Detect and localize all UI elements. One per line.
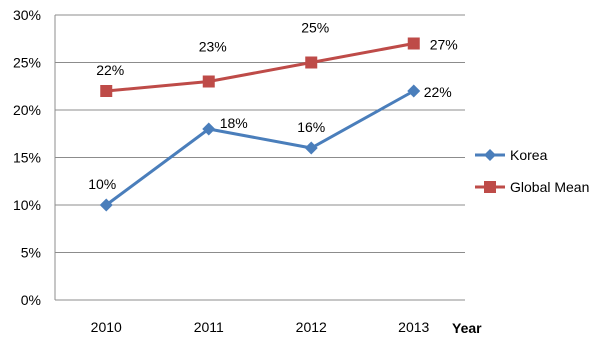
y-tick-label: 30% <box>13 7 41 23</box>
data-label: 22% <box>96 62 124 78</box>
gridlines <box>55 14 465 301</box>
x-tick-label: 2010 <box>91 319 122 335</box>
data-label: 25% <box>301 20 329 36</box>
legend-label: Korea <box>510 147 548 163</box>
y-tick-label: 25% <box>13 55 41 71</box>
x-tick-label: 2012 <box>296 319 327 335</box>
legend-item-global-mean: Global Mean <box>475 179 589 195</box>
y-axis: 0% 5% 10% 15% 20% 25% 30% <box>13 7 56 308</box>
legend-label: Global Mean <box>510 179 589 195</box>
data-point <box>407 37 420 50</box>
series-group: 10% 18% 16% 22% 22% 23% 25% 27% <box>88 20 458 212</box>
data-point <box>304 141 318 155</box>
legend-item-korea: Korea <box>475 147 548 163</box>
x-tick-label: 2013 <box>398 319 429 335</box>
data-point <box>100 85 113 97</box>
y-tick-label: 15% <box>13 150 41 166</box>
x-axis-title: Year <box>452 320 482 336</box>
y-tick-label: 20% <box>13 102 41 118</box>
x-axis: 2010 2011 2012 2013 <box>91 319 430 335</box>
data-point <box>202 122 216 136</box>
data-label: 16% <box>297 119 325 135</box>
y-tick-label: 10% <box>13 197 41 213</box>
series-line-korea <box>105 89 415 207</box>
y-tick-label: 0% <box>21 292 41 308</box>
legend-marker <box>484 181 496 193</box>
data-point <box>99 198 113 212</box>
x-tick-label: 2011 <box>194 319 224 335</box>
data-point <box>407 84 421 98</box>
data-point <box>305 56 318 69</box>
data-label: 23% <box>199 39 227 55</box>
data-label: 10% <box>88 176 116 192</box>
data-label: 22% <box>424 84 452 100</box>
data-label: 18% <box>220 115 248 131</box>
series-line-global-mean <box>106 42 415 93</box>
legend: Korea Global Mean <box>475 147 589 195</box>
data-label: 27% <box>430 37 458 53</box>
legend-marker <box>484 149 496 161</box>
y-tick-label: 5% <box>21 245 41 261</box>
data-point <box>202 75 215 88</box>
